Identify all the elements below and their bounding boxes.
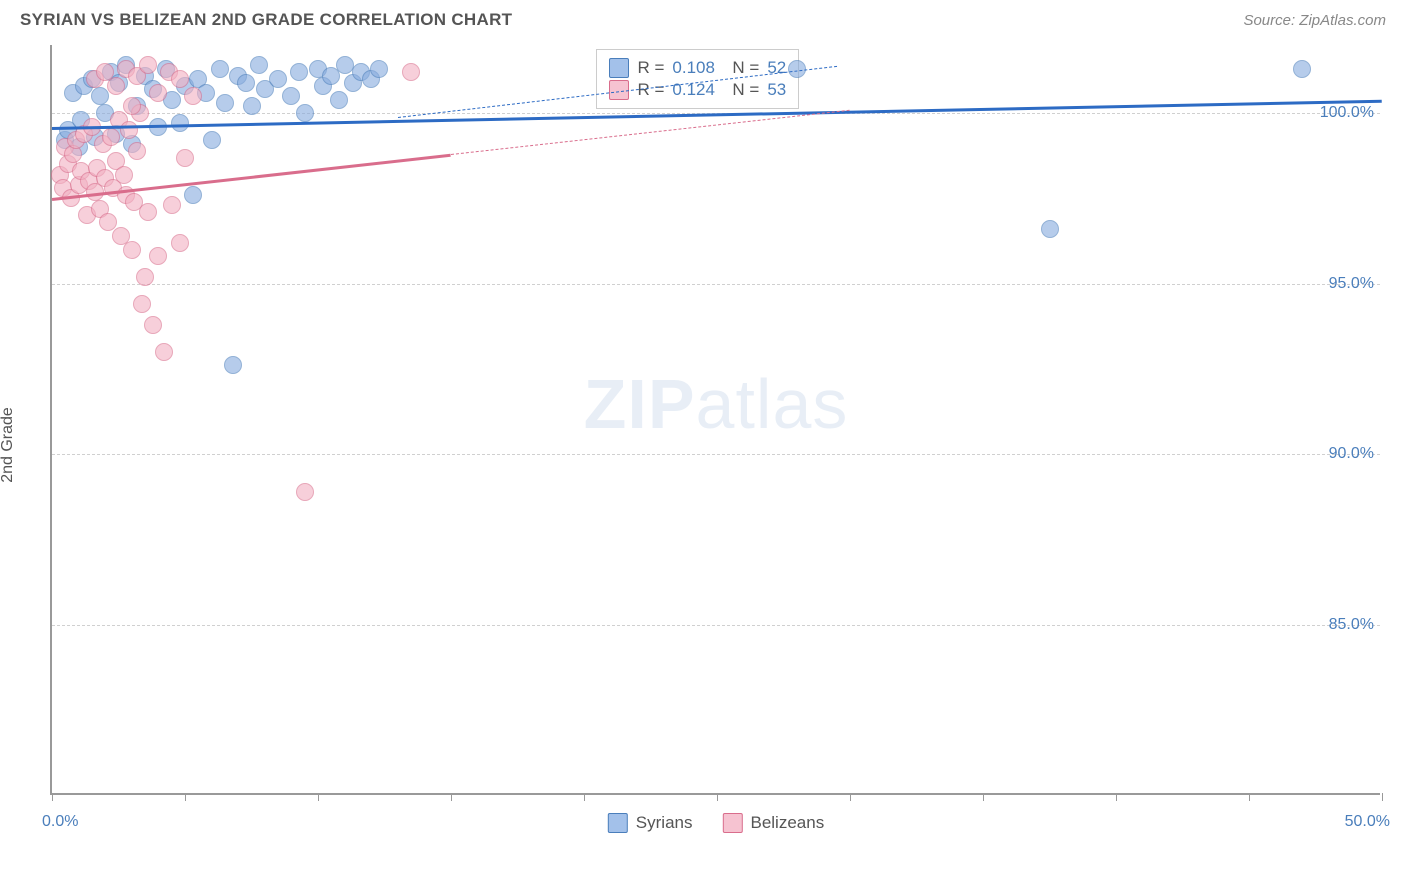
data-point-syrians bbox=[237, 74, 255, 92]
data-point-belizeans bbox=[176, 149, 194, 167]
data-point-belizeans bbox=[102, 128, 120, 146]
legend-label-syrians: Syrians bbox=[636, 813, 693, 833]
legend-item-syrians: Syrians bbox=[608, 813, 693, 833]
y-tick-label: 100.0% bbox=[1320, 104, 1374, 122]
legend-label-belizeans: Belizeans bbox=[750, 813, 824, 833]
data-point-belizeans bbox=[155, 343, 173, 361]
stat-r-value: 0.108 bbox=[672, 58, 715, 78]
stat-n-value: 52 bbox=[767, 58, 786, 78]
data-point-belizeans bbox=[139, 203, 157, 221]
data-point-belizeans bbox=[149, 84, 167, 102]
data-point-syrians bbox=[243, 97, 261, 115]
data-point-belizeans bbox=[184, 87, 202, 105]
x-tick bbox=[451, 793, 452, 801]
data-point-syrians bbox=[211, 60, 229, 78]
data-point-belizeans bbox=[171, 234, 189, 252]
chart-container: 2nd Grade ZIPatlas 0.0% 50.0% R = 0.108 … bbox=[0, 35, 1406, 855]
x-tick bbox=[1249, 793, 1250, 801]
data-point-syrians bbox=[1041, 220, 1059, 238]
y-tick-label: 90.0% bbox=[1329, 445, 1374, 463]
data-point-belizeans bbox=[128, 142, 146, 160]
data-point-belizeans bbox=[115, 166, 133, 184]
data-point-syrians bbox=[290, 63, 308, 81]
stat-swatch bbox=[609, 58, 629, 78]
y-tick-label: 95.0% bbox=[1329, 275, 1374, 293]
data-point-belizeans bbox=[139, 56, 157, 74]
y-axis-label: 2nd Grade bbox=[0, 407, 17, 483]
x-max-label: 50.0% bbox=[1345, 813, 1390, 831]
legend-item-belizeans: Belizeans bbox=[722, 813, 824, 833]
data-point-syrians bbox=[1293, 60, 1311, 78]
x-tick bbox=[717, 793, 718, 801]
x-tick bbox=[185, 793, 186, 801]
data-point-belizeans bbox=[120, 121, 138, 139]
legend: Syrians Belizeans bbox=[608, 813, 824, 833]
x-min-label: 0.0% bbox=[42, 813, 78, 831]
data-point-syrians bbox=[269, 70, 287, 88]
gridline bbox=[52, 284, 1380, 285]
chart-title: SYRIAN VS BELIZEAN 2ND GRADE CORRELATION… bbox=[20, 10, 512, 30]
data-point-syrians bbox=[91, 87, 109, 105]
gridline bbox=[52, 625, 1380, 626]
data-point-syrians bbox=[282, 87, 300, 105]
stat-r-label: R = bbox=[637, 80, 664, 100]
data-point-syrians bbox=[184, 186, 202, 204]
x-tick bbox=[1116, 793, 1117, 801]
watermark: ZIPatlas bbox=[584, 364, 849, 444]
gridline bbox=[52, 454, 1380, 455]
x-tick bbox=[1382, 793, 1383, 801]
data-point-syrians bbox=[330, 91, 348, 109]
stats-box: R = 0.108 N = 52R = 0.124 N = 53 bbox=[596, 49, 799, 109]
data-point-belizeans bbox=[402, 63, 420, 81]
data-point-belizeans bbox=[123, 97, 141, 115]
x-tick bbox=[850, 793, 851, 801]
y-tick-label: 85.0% bbox=[1329, 616, 1374, 634]
data-point-syrians bbox=[203, 131, 221, 149]
data-point-syrians bbox=[370, 60, 388, 78]
data-point-belizeans bbox=[107, 77, 125, 95]
legend-swatch-syrians bbox=[608, 813, 628, 833]
data-point-syrians bbox=[216, 94, 234, 112]
data-point-syrians bbox=[250, 56, 268, 74]
x-tick bbox=[318, 793, 319, 801]
x-tick bbox=[584, 793, 585, 801]
x-tick bbox=[983, 793, 984, 801]
data-point-belizeans bbox=[296, 483, 314, 501]
data-point-belizeans bbox=[123, 241, 141, 259]
data-point-belizeans bbox=[163, 196, 181, 214]
data-point-belizeans bbox=[144, 316, 162, 334]
x-tick bbox=[52, 793, 53, 801]
data-point-belizeans bbox=[136, 268, 154, 286]
stat-n-value: 53 bbox=[767, 80, 786, 100]
data-point-belizeans bbox=[133, 295, 151, 313]
data-point-belizeans bbox=[171, 70, 189, 88]
plot-area: ZIPatlas 0.0% 50.0% R = 0.108 N = 52R = … bbox=[50, 45, 1380, 795]
data-point-syrians bbox=[224, 356, 242, 374]
legend-swatch-belizeans bbox=[722, 813, 742, 833]
stat-n-label: N = bbox=[723, 80, 759, 100]
source-attribution: Source: ZipAtlas.com bbox=[1243, 12, 1386, 29]
data-point-syrians bbox=[296, 104, 314, 122]
stat-r-label: R = bbox=[637, 58, 664, 78]
data-point-belizeans bbox=[149, 247, 167, 265]
